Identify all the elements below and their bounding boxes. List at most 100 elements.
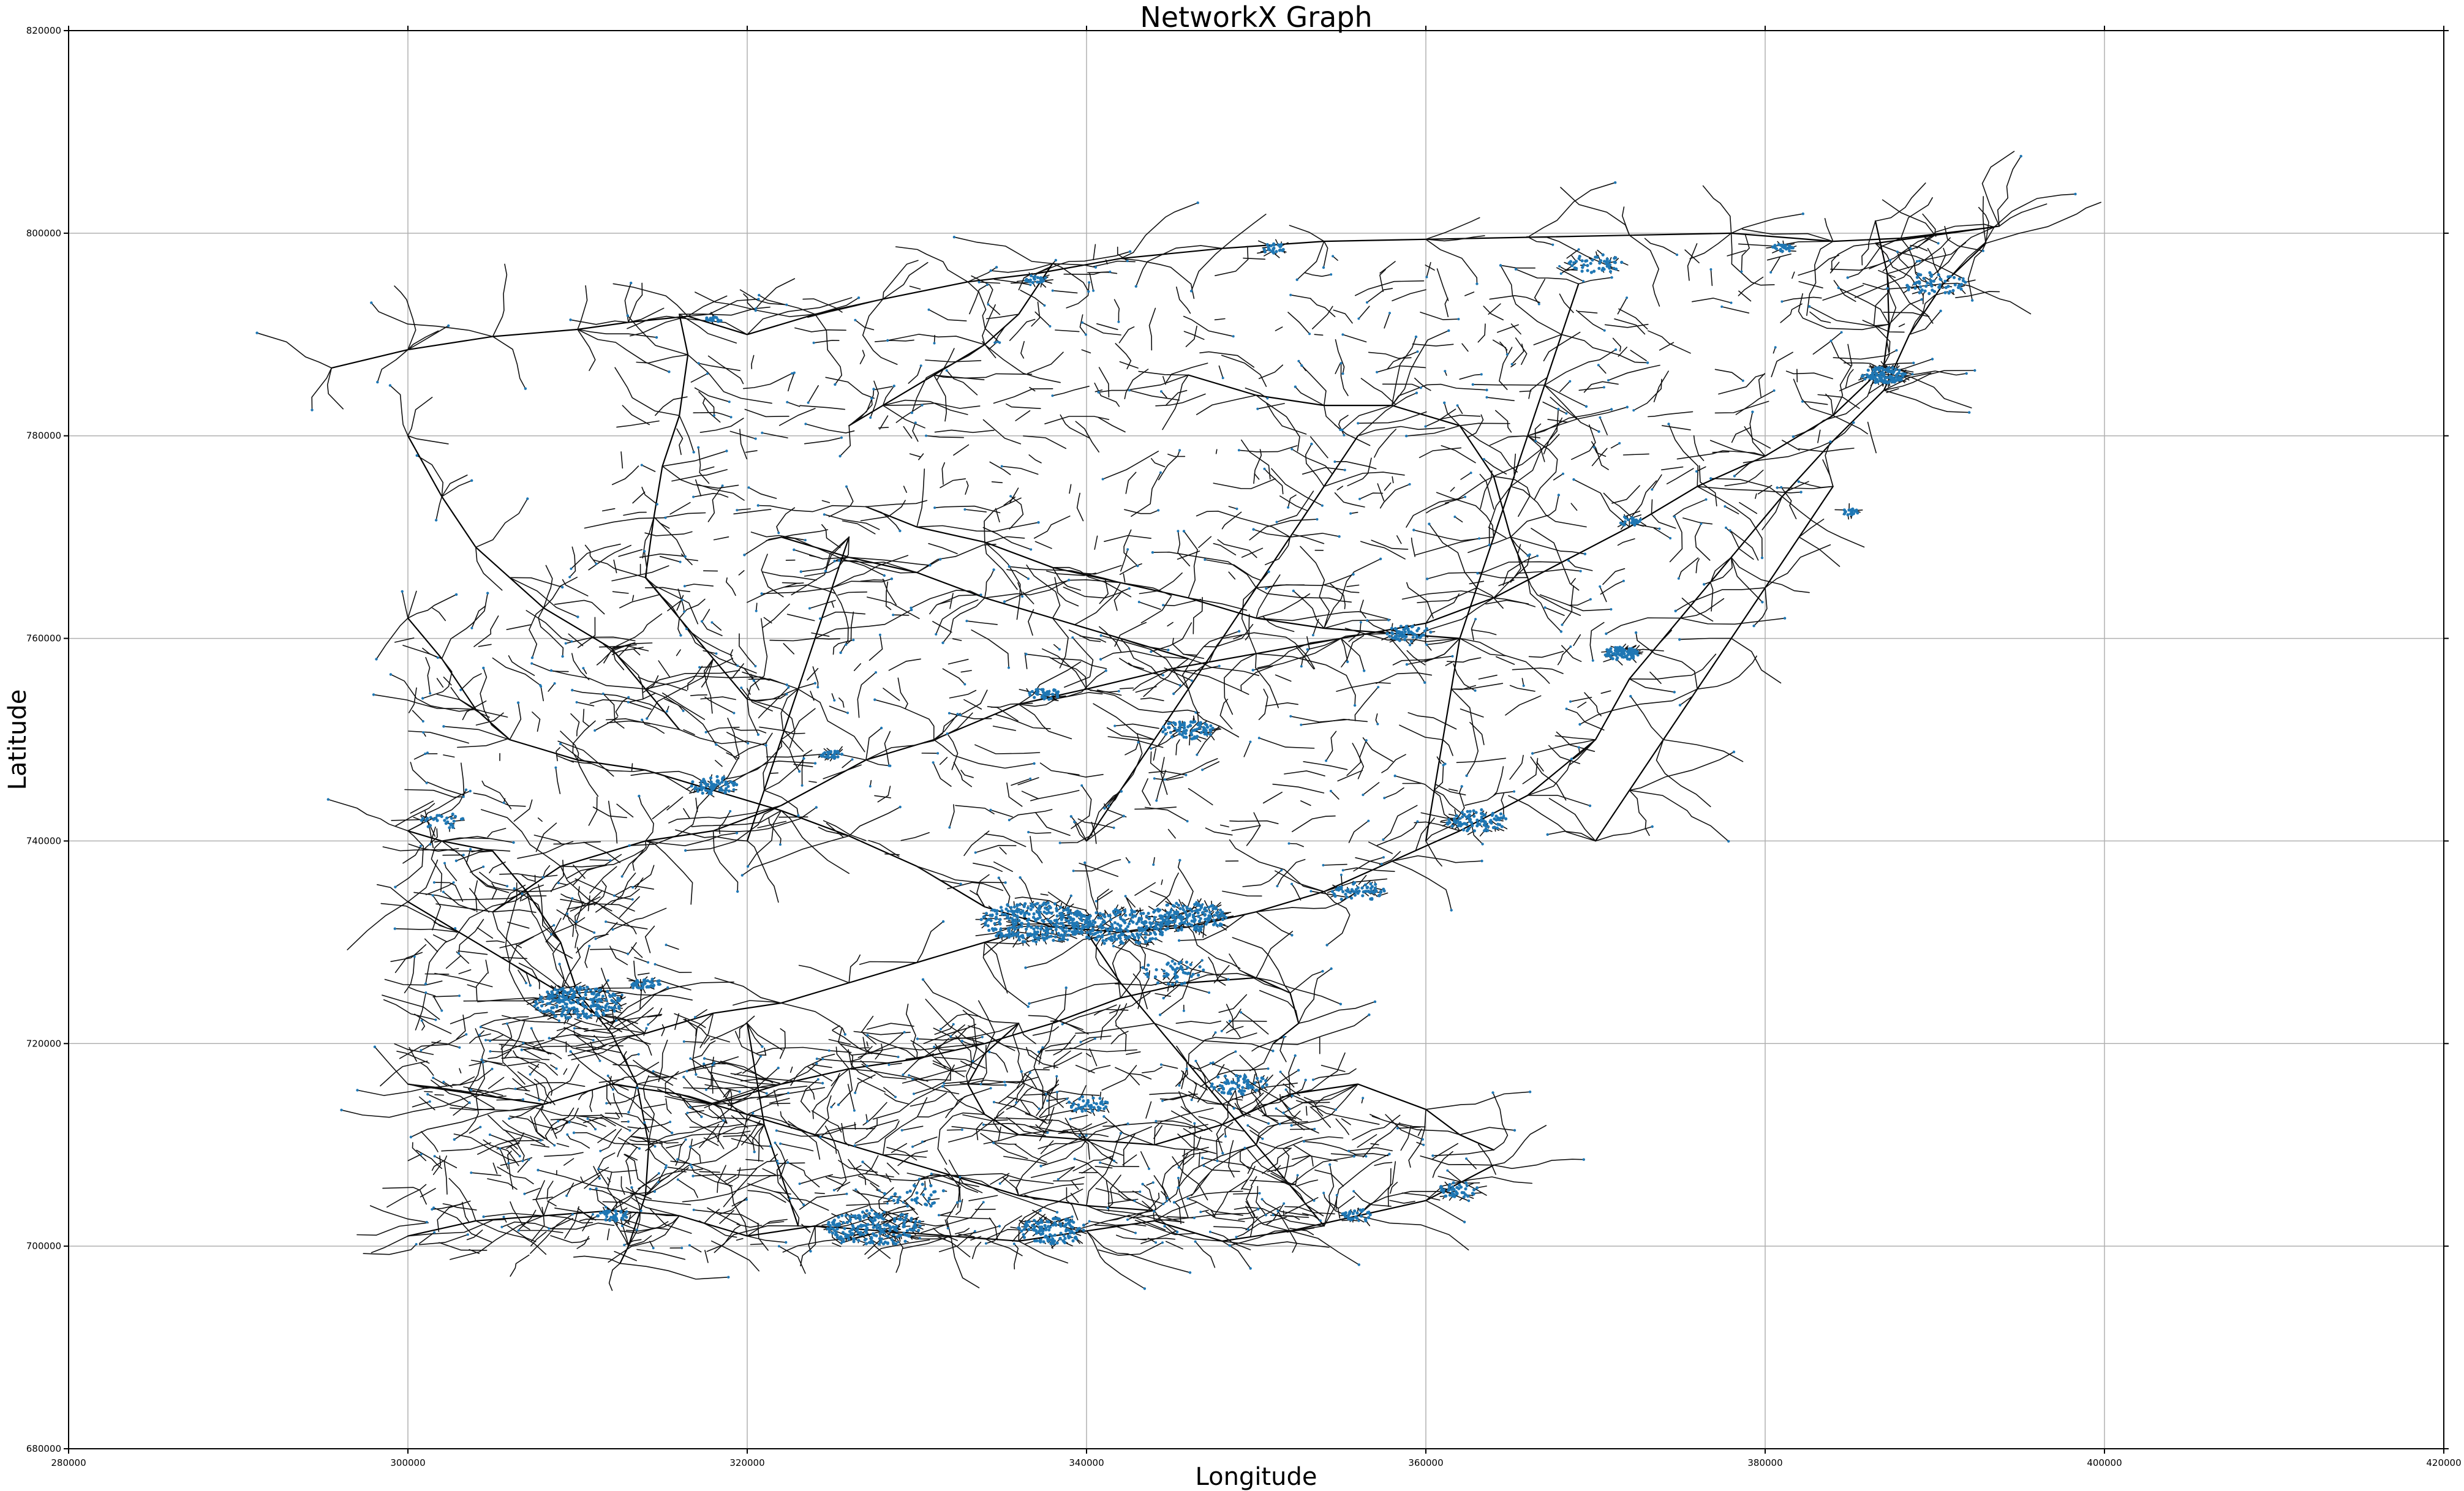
graph-edge — [1489, 435, 1541, 446]
graph-edge — [636, 354, 688, 364]
graph-edge — [566, 1182, 575, 1196]
graph-edge — [1561, 585, 1574, 626]
graph-node — [582, 997, 586, 1001]
graph-node — [914, 421, 917, 424]
graph-edge — [1023, 1093, 1047, 1096]
graph-node — [550, 1006, 554, 1010]
graph-node — [1607, 379, 1610, 382]
graph-edge — [905, 1004, 918, 1059]
graph-edge — [375, 617, 409, 660]
graph-edge — [486, 940, 505, 943]
graph-edge — [969, 284, 988, 315]
graph-edge — [970, 1236, 982, 1241]
graph-edge — [989, 461, 1011, 476]
graph-edge — [1468, 414, 1484, 438]
graph-node — [553, 1015, 557, 1018]
graph-edge — [804, 437, 842, 445]
graph-edge — [1621, 206, 1630, 236]
graph-node — [872, 388, 875, 391]
graph-edge — [441, 840, 510, 893]
graph-edge — [614, 1015, 652, 1056]
graph-node — [584, 1005, 588, 1009]
graph-node — [839, 651, 842, 655]
graph-edge — [740, 687, 773, 712]
graph-edge — [1200, 1209, 1209, 1213]
graph-edge — [1648, 330, 1691, 354]
graph-edge — [726, 732, 748, 744]
graph-node — [1363, 669, 1366, 672]
graph-edge — [1196, 394, 1257, 415]
graph-edge — [916, 468, 925, 528]
graph-edge — [394, 637, 415, 643]
graph-edge — [1161, 1191, 1169, 1199]
graph-node — [1405, 434, 1408, 438]
graph-edge — [1738, 241, 1834, 247]
graph-edge — [1203, 623, 1254, 648]
graph-node — [965, 620, 968, 623]
graph-node — [1067, 579, 1071, 582]
graph-edge — [978, 281, 1001, 284]
graph-edge — [1266, 402, 1307, 435]
graph-edge — [1040, 1139, 1087, 1167]
graph-edge — [712, 977, 1300, 1105]
graph-edge — [962, 1114, 1008, 1121]
graph-node — [1309, 890, 1313, 893]
graph-edge — [707, 355, 744, 385]
graph-edge — [647, 1008, 663, 1025]
graph-node — [1457, 318, 1460, 321]
graph-edge — [521, 1032, 646, 1051]
graph-edge — [827, 1050, 852, 1053]
graph-node — [518, 1155, 521, 1158]
graph-node — [551, 991, 554, 996]
graph-node — [1193, 1122, 1196, 1125]
graph-edge — [571, 1032, 646, 1061]
graph-node — [1780, 486, 1783, 489]
graph-edge — [1561, 645, 1582, 663]
graph-edge — [897, 1198, 916, 1210]
graph-node — [1012, 905, 1016, 909]
graph-node — [525, 982, 527, 985]
graph-edge — [895, 404, 923, 423]
graph-edge — [1873, 273, 1891, 353]
graph-edge — [1407, 712, 1457, 730]
graph-edge — [824, 514, 880, 530]
graph-edge — [1119, 361, 1139, 369]
graph-edge — [1659, 342, 1675, 351]
graph-edge — [1178, 1153, 1188, 1168]
graph-edge — [1510, 323, 1521, 335]
graph-node — [1038, 915, 1042, 919]
graph-edge — [407, 1076, 475, 1089]
graph-edge — [932, 1060, 965, 1078]
graph-edge — [600, 967, 611, 990]
graph-edge — [471, 849, 511, 852]
graph-edge — [1556, 267, 1584, 282]
graph-edge — [971, 1241, 982, 1260]
graph-edge — [676, 649, 681, 656]
graph-node — [517, 1229, 520, 1232]
graph-edge — [848, 954, 861, 983]
graph-edge — [612, 591, 629, 594]
graph-edge — [390, 674, 477, 712]
graph-node — [1275, 1107, 1278, 1110]
graph-node — [1456, 404, 1459, 407]
graph-edge — [469, 1249, 480, 1254]
graph-node — [840, 436, 843, 439]
graph-edge — [508, 655, 535, 676]
graph-edge — [1324, 471, 1405, 487]
graph-edge — [1216, 1124, 1224, 1154]
graph-node — [606, 979, 609, 982]
graph-node — [1751, 410, 1754, 413]
graph-edge — [1370, 1114, 1381, 1119]
graph-edge — [1104, 535, 1151, 543]
graph-edge — [1324, 1153, 1390, 1226]
graph-edge — [865, 500, 928, 508]
graph-node — [608, 994, 612, 997]
graph-edge — [897, 1150, 929, 1166]
graph-edge — [1703, 557, 1733, 585]
graph-node — [429, 692, 432, 695]
graph-node — [1004, 1083, 1007, 1087]
graph-edge — [848, 557, 931, 566]
graph-node — [789, 1197, 792, 1200]
graph-edge — [1693, 435, 1705, 462]
graph-edge — [376, 884, 409, 903]
